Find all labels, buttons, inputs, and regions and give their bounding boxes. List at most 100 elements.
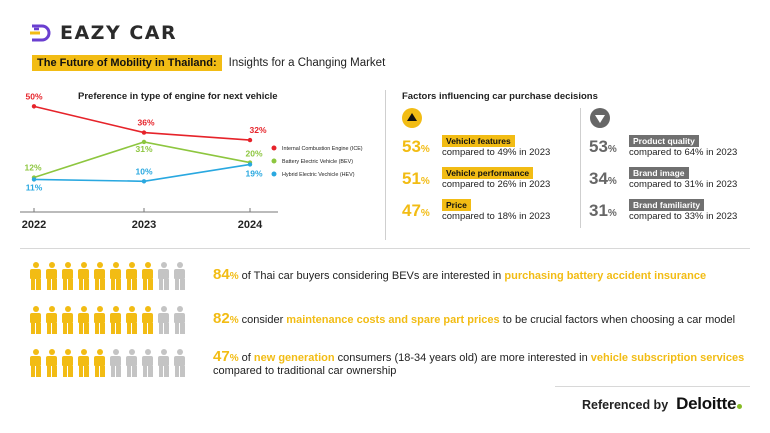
person-icon	[158, 349, 169, 377]
factor-item: 51% Vehicle performance compared to 26% …	[402, 167, 550, 191]
data-label: 20%	[245, 149, 262, 159]
chart-title: Preference in type of engine for next ve…	[78, 91, 278, 102]
factor-item: 31% Brand familiarity compared to 33% in…	[589, 199, 737, 223]
section-divider	[385, 90, 386, 240]
person-icon	[30, 262, 41, 290]
person-icon	[126, 262, 137, 290]
factor-item: 53% Product quality compared to 64% in 2…	[589, 135, 737, 159]
person-icon	[142, 349, 153, 377]
person-icon	[110, 262, 121, 290]
person-icon	[174, 262, 185, 290]
factor-percent: 47%	[402, 201, 430, 220]
person-icon	[62, 306, 73, 334]
brand-name: EAZY CAR	[60, 22, 178, 44]
legend-marker	[271, 145, 277, 151]
x-tick-label: 2023	[132, 219, 156, 231]
factors-divider	[580, 108, 581, 228]
factor-percent: 51%	[402, 169, 430, 188]
factor-item: 34% Brand image compared to 31% in 2023	[589, 167, 737, 191]
factor-label: Product quality	[629, 135, 699, 147]
deloitte-logo: Deloitte	[676, 394, 743, 414]
person-icon	[46, 349, 57, 377]
person-icon	[78, 349, 89, 377]
factor-comparison: compared to 18% in 2023	[442, 211, 551, 222]
person-icon	[110, 349, 121, 377]
legend-label: Hybrid Electric Vechicle (HEV)	[282, 172, 355, 178]
headline: The Future of Mobility in Thailand: Insi…	[32, 54, 385, 71]
person-icon	[142, 306, 153, 334]
horizontal-divider	[20, 248, 750, 249]
people-row	[30, 262, 185, 290]
reference-divider	[555, 386, 750, 387]
person-icon	[126, 306, 137, 334]
data-label: 10%	[135, 166, 152, 176]
person-icon	[94, 262, 105, 290]
person-icon	[30, 349, 41, 377]
factor-label: Price	[442, 199, 471, 211]
factors-title: Factors influencing car purchase decisio…	[402, 91, 598, 102]
person-icon	[78, 262, 89, 290]
x-tick-label: 2022	[22, 219, 46, 231]
factor-comparison: compared to 26% in 2023	[442, 179, 551, 190]
data-label: 36%	[137, 118, 154, 128]
legend-label: Battery Electric Vehicle (BEV)	[282, 159, 353, 165]
person-icon	[174, 349, 185, 377]
person-icon	[46, 306, 57, 334]
person-icon	[62, 349, 73, 377]
factor-item: 53% Vehicle features compared to 49% in …	[402, 135, 550, 159]
factor-percent: 53%	[589, 137, 617, 156]
legend-marker	[271, 158, 277, 164]
x-tick-label: 2024	[238, 219, 263, 231]
data-point	[141, 179, 147, 184]
factor-percent: 31%	[589, 201, 617, 220]
reference: Referenced by Deloitte	[582, 394, 743, 414]
factor-label: Vehicle features	[442, 135, 515, 147]
factor-comparison: compared to 49% in 2023	[442, 147, 551, 158]
person-icon	[126, 349, 137, 377]
stat-text: 84% of Thai car buyers considering BEVs …	[213, 266, 707, 283]
people-row	[30, 349, 185, 377]
person-icon	[62, 262, 73, 290]
data-point	[247, 137, 253, 143]
factor-label: Brand image	[629, 167, 689, 179]
data-label: 50%	[25, 91, 42, 101]
legend-marker	[271, 171, 277, 177]
data-point	[247, 162, 253, 167]
reference-label: Referenced by	[582, 398, 669, 412]
headline-highlight: The Future of Mobility in Thailand:	[32, 54, 222, 71]
factor-label: Vehicle performance	[442, 167, 534, 179]
headline-subtitle: Insights for a Changing Market	[228, 56, 386, 69]
person-icon	[78, 306, 89, 334]
people-row	[30, 306, 185, 334]
person-icon	[94, 306, 105, 334]
increase-arrow-icon	[402, 108, 422, 128]
engine-preference-line-chart: 2022 2023 2024 50% 36% 32% Internal Combustion…	[20, 91, 363, 231]
data-point	[141, 130, 147, 135]
data-point	[31, 104, 37, 109]
deloitte-dot-icon	[737, 404, 743, 409]
data-label: 11%	[26, 182, 43, 192]
factor-item: 47% Price compared to 18% in 2023	[402, 199, 550, 223]
legend-label: Internal Combustion Engine (ICE)	[282, 146, 363, 152]
person-icon	[158, 306, 169, 334]
data-point	[141, 139, 147, 145]
person-icon	[142, 262, 153, 290]
person-icon	[30, 306, 41, 334]
person-icon	[94, 349, 105, 377]
data-label: 19%	[245, 168, 262, 178]
data-point	[31, 177, 37, 182]
stat-text: 82% consider maintenance costs and spare…	[213, 310, 736, 327]
data-label: 32%	[249, 125, 266, 135]
factor-percent: 53%	[402, 137, 430, 156]
data-label: 12%	[24, 163, 41, 173]
decrease-arrow-icon	[590, 108, 610, 128]
person-icon	[174, 306, 185, 334]
factor-comparison: compared to 33% in 2023	[629, 211, 738, 222]
person-icon	[110, 306, 121, 334]
eazy-car-logo-icon	[30, 24, 51, 42]
person-icon	[46, 262, 57, 290]
stat-text: 47% of new generation consumers (18-34 y…	[213, 348, 745, 377]
factor-percent: 34%	[589, 169, 617, 188]
data-label: 31%	[135, 144, 152, 154]
factor-comparison: compared to 31% in 2023	[629, 179, 738, 190]
